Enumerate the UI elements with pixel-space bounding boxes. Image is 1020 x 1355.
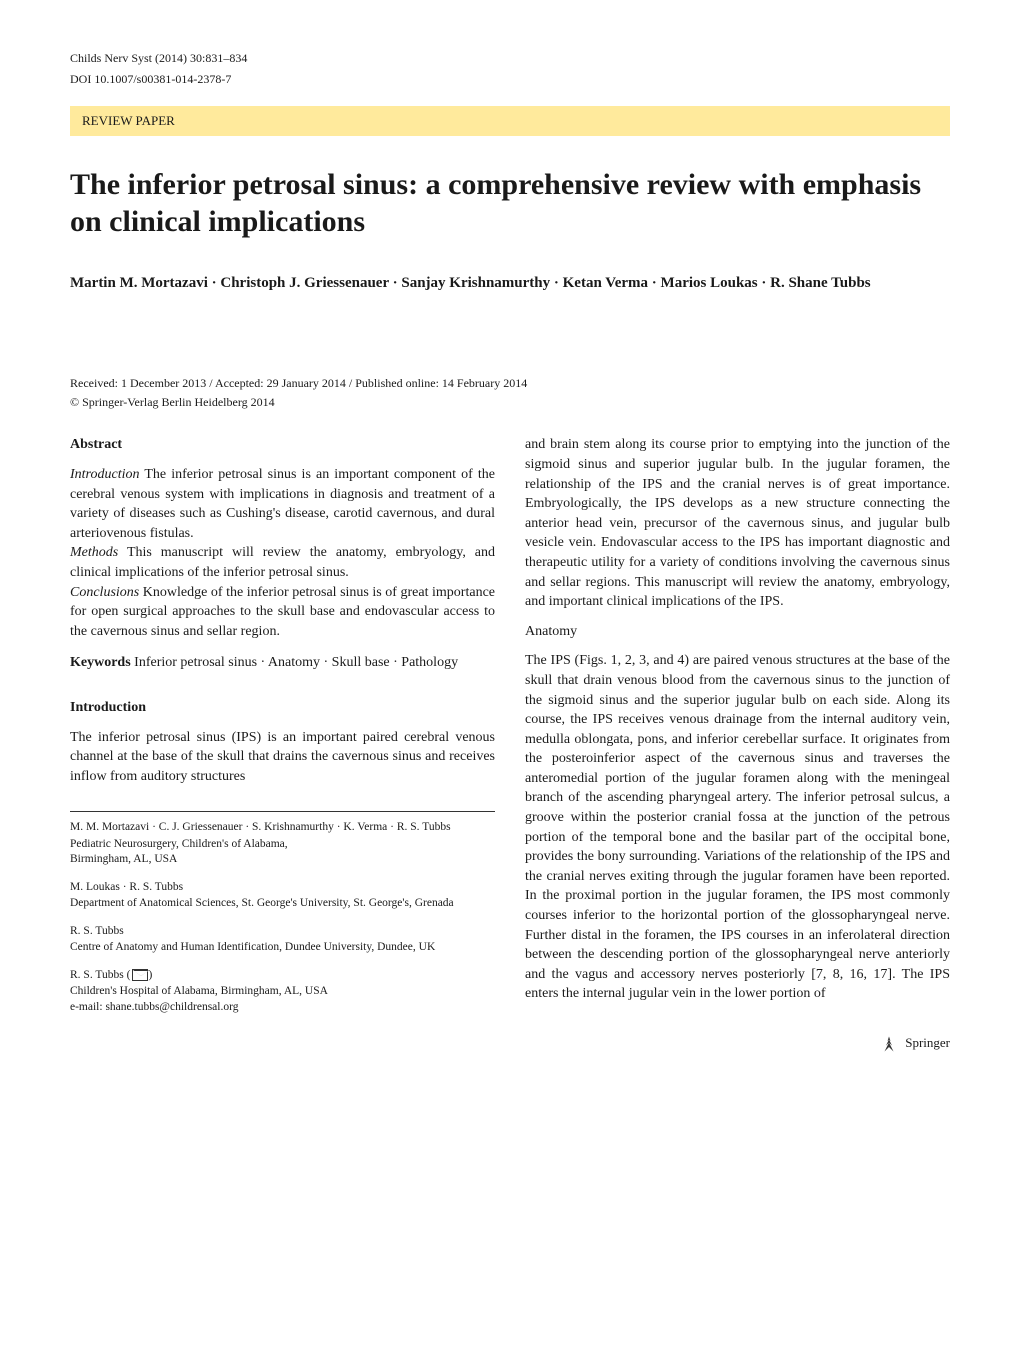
affil-authors: R. S. Tubbs: [70, 924, 495, 940]
main-content: Abstract Introduction The inferior petro…: [70, 435, 950, 1053]
copyright: © Springer-Verlag Berlin Heidelberg 2014: [70, 394, 950, 411]
affil-authors: R. S. Tubbs (): [70, 968, 495, 984]
abstract-heading: Abstract: [70, 435, 495, 455]
affiliations-section: M. M. Mortazavi · C. J. Griessenauer · S…: [70, 811, 495, 1015]
affil-dept: Department of Anatomical Sciences, St. G…: [70, 896, 495, 912]
publication-dates: Received: 1 December 2013 / Accepted: 29…: [70, 375, 950, 392]
author-list: Martin M. Mortazavi · Christoph J. Gries…: [70, 271, 950, 295]
left-column: Abstract Introduction The inferior petro…: [70, 435, 495, 1053]
article-category: REVIEW PAPER: [70, 106, 950, 136]
affiliation-block: M. Loukas · R. S. Tubbs Department of An…: [70, 880, 495, 912]
affil-dept: Children's Hospital of Alabama, Birmingh…: [70, 984, 495, 1000]
abstract-conclusions-label: Conclusions: [70, 585, 139, 600]
affil-location: Birmingham, AL, USA: [70, 852, 495, 868]
introduction-text: The inferior petrosal sinus (IPS) is an …: [70, 728, 495, 787]
keywords-label: Keywords: [70, 655, 131, 670]
affil-email: e-mail: shane.tubbs@childrensal.org: [70, 1000, 495, 1016]
springer-icon: [880, 1035, 898, 1053]
affil-authors: M. Loukas · R. S. Tubbs: [70, 880, 495, 896]
introduction-heading: Introduction: [70, 698, 495, 718]
affil-dept: Pediatric Neurosurgery, Children's of Al…: [70, 837, 495, 853]
intro-continuation: and brain stem along its course prior to…: [525, 435, 950, 611]
keywords-section: Keywords Inferior petrosal sinus · Anato…: [70, 653, 495, 673]
publisher-footer: Springer: [525, 1034, 950, 1053]
affil-dept: Centre of Anatomy and Human Identificati…: [70, 940, 495, 956]
right-column: and brain stem along its course prior to…: [525, 435, 950, 1053]
anatomy-heading: Anatomy: [525, 622, 950, 642]
abstract-intro-label: Introduction: [70, 467, 139, 482]
affiliation-block: M. M. Mortazavi · C. J. Griessenauer · S…: [70, 820, 495, 868]
doi: DOI 10.1007/s00381-014-2378-7: [70, 71, 950, 88]
publisher-name: Springer: [905, 1035, 950, 1050]
affiliation-block: R. S. Tubbs Centre of Anatomy and Human …: [70, 924, 495, 956]
abstract-body: Introduction The inferior petrosal sinus…: [70, 465, 495, 641]
keywords-text: Inferior petrosal sinus · Anatomy · Skul…: [134, 655, 458, 670]
affiliation-block: R. S. Tubbs () Children's Hospital of Al…: [70, 968, 495, 1016]
abstract-methods-label: Methods: [70, 545, 118, 560]
envelope-icon: [132, 969, 148, 981]
affil-authors: M. M. Mortazavi · C. J. Griessenauer · S…: [70, 820, 495, 836]
anatomy-text: The IPS (Figs. 1, 2, 3, and 4) are paire…: [525, 651, 950, 1004]
journal-citation: Childs Nerv Syst (2014) 30:831–834: [70, 50, 950, 67]
article-title: The inferior petrosal sinus: a comprehen…: [70, 166, 950, 241]
abstract-methods-text: This manuscript will review the anatomy,…: [70, 545, 495, 580]
